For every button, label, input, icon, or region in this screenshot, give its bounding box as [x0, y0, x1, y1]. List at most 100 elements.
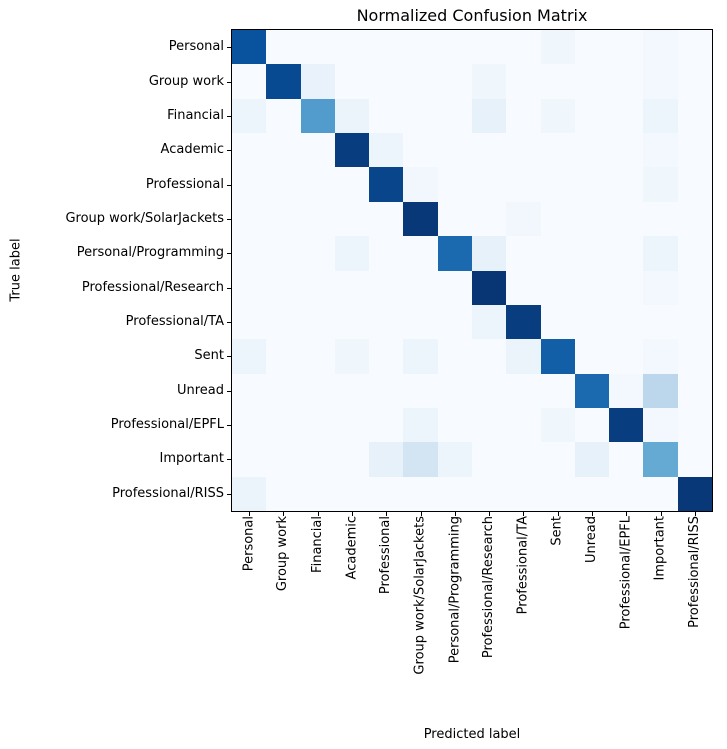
matrix-cell	[334, 373, 370, 408]
matrix-cell	[266, 339, 301, 374]
matrix-cell	[643, 476, 678, 511]
matrix-cell	[437, 442, 472, 477]
x-tick-mark	[454, 512, 456, 516]
matrix-cell	[232, 236, 267, 271]
matrix-cell	[369, 373, 404, 408]
matrix-cell	[506, 133, 541, 168]
x-tick-label: Professional/TA	[515, 516, 531, 615]
x-tick-label: Financial	[309, 516, 325, 573]
y-tick-label: Academic	[160, 142, 224, 158]
matrix-cell	[609, 373, 644, 408]
matrix-cell	[369, 133, 404, 168]
matrix-cell	[540, 339, 575, 374]
matrix-cell	[437, 201, 472, 237]
matrix-cell	[334, 133, 370, 168]
y-tick-label: Professional/RISS	[112, 485, 224, 501]
matrix-cell	[300, 236, 335, 271]
matrix-cell	[677, 304, 712, 340]
x-tick-mark	[249, 512, 251, 516]
matrix-cell	[300, 30, 335, 65]
matrix-cell	[369, 442, 404, 477]
matrix-cell	[437, 30, 472, 65]
matrix-cell	[266, 201, 301, 237]
x-tick-mark	[317, 512, 319, 516]
matrix-cell	[677, 407, 712, 443]
y-tick-mark	[227, 47, 231, 49]
x-tick-label: Personal	[241, 516, 257, 572]
matrix-cell	[232, 98, 267, 134]
matrix-cell	[506, 339, 541, 374]
matrix-cell	[403, 304, 438, 340]
matrix-cell	[506, 98, 541, 134]
matrix-cell	[506, 236, 541, 271]
y-tick-label: Group work	[148, 73, 224, 89]
matrix-cell	[506, 64, 541, 99]
x-tick-mark	[523, 512, 525, 516]
matrix-cell	[266, 442, 301, 477]
heatmap-plot	[231, 29, 713, 512]
matrix-cell	[574, 407, 610, 443]
y-tick-label: Professional/Research	[81, 279, 224, 295]
matrix-cell	[266, 373, 301, 408]
matrix-cell	[403, 30, 438, 65]
y-tick-mark	[227, 81, 231, 83]
matrix-cell	[643, 373, 678, 408]
matrix-cell	[471, 270, 507, 305]
matrix-cell	[643, 30, 678, 65]
matrix-cell	[403, 167, 438, 202]
y-tick-label: Unread	[176, 382, 224, 398]
matrix-cell	[334, 407, 370, 443]
matrix-cell	[471, 442, 507, 477]
matrix-cell	[437, 407, 472, 443]
matrix-cell	[540, 373, 575, 408]
matrix-cell	[300, 270, 335, 305]
matrix-cell	[609, 133, 644, 168]
y-tick-label: Sent	[194, 348, 224, 364]
y-tick-label: Group work/SolarJackets	[65, 210, 224, 226]
matrix-cell	[540, 133, 575, 168]
matrix-cell	[232, 373, 267, 408]
matrix-cell	[266, 270, 301, 305]
y-tick-label: Personal/Programming	[76, 245, 224, 261]
matrix-cell	[471, 236, 507, 271]
matrix-cell	[437, 64, 472, 99]
x-tick-mark	[386, 512, 388, 516]
matrix-cell	[266, 304, 301, 340]
matrix-cell	[266, 476, 301, 511]
x-tick-mark	[626, 512, 628, 516]
y-tick-mark	[227, 459, 231, 461]
x-tick-label: Personal/Programming	[446, 516, 462, 664]
matrix-cell	[574, 442, 610, 477]
matrix-cell	[540, 64, 575, 99]
matrix-cell	[369, 304, 404, 340]
matrix-cell	[506, 373, 541, 408]
matrix-cell	[643, 270, 678, 305]
matrix-cell	[540, 407, 575, 443]
matrix-cell	[471, 133, 507, 168]
matrix-cell	[471, 64, 507, 99]
y-tick-mark	[227, 390, 231, 392]
matrix-cell	[506, 476, 541, 511]
y-tick-label: Financial	[167, 107, 224, 123]
matrix-cell	[643, 236, 678, 271]
matrix-cell	[369, 236, 404, 271]
matrix-cell	[471, 407, 507, 443]
matrix-cell	[540, 201, 575, 237]
matrix-cell	[266, 167, 301, 202]
matrix-cell	[574, 236, 610, 271]
matrix-cell	[403, 98, 438, 134]
matrix-cell	[403, 339, 438, 374]
matrix-cell	[506, 270, 541, 305]
matrix-cell	[574, 98, 610, 134]
matrix-cell	[506, 30, 541, 65]
matrix-cell	[403, 373, 438, 408]
x-tick-mark	[489, 512, 491, 516]
matrix-cell	[232, 167, 267, 202]
x-tick-label: Professional/EPFL	[618, 516, 634, 630]
matrix-cell	[471, 98, 507, 134]
matrix-cell	[232, 407, 267, 443]
matrix-cell	[471, 167, 507, 202]
matrix-cell	[506, 407, 541, 443]
matrix-cell	[300, 407, 335, 443]
matrix-cell	[540, 167, 575, 202]
